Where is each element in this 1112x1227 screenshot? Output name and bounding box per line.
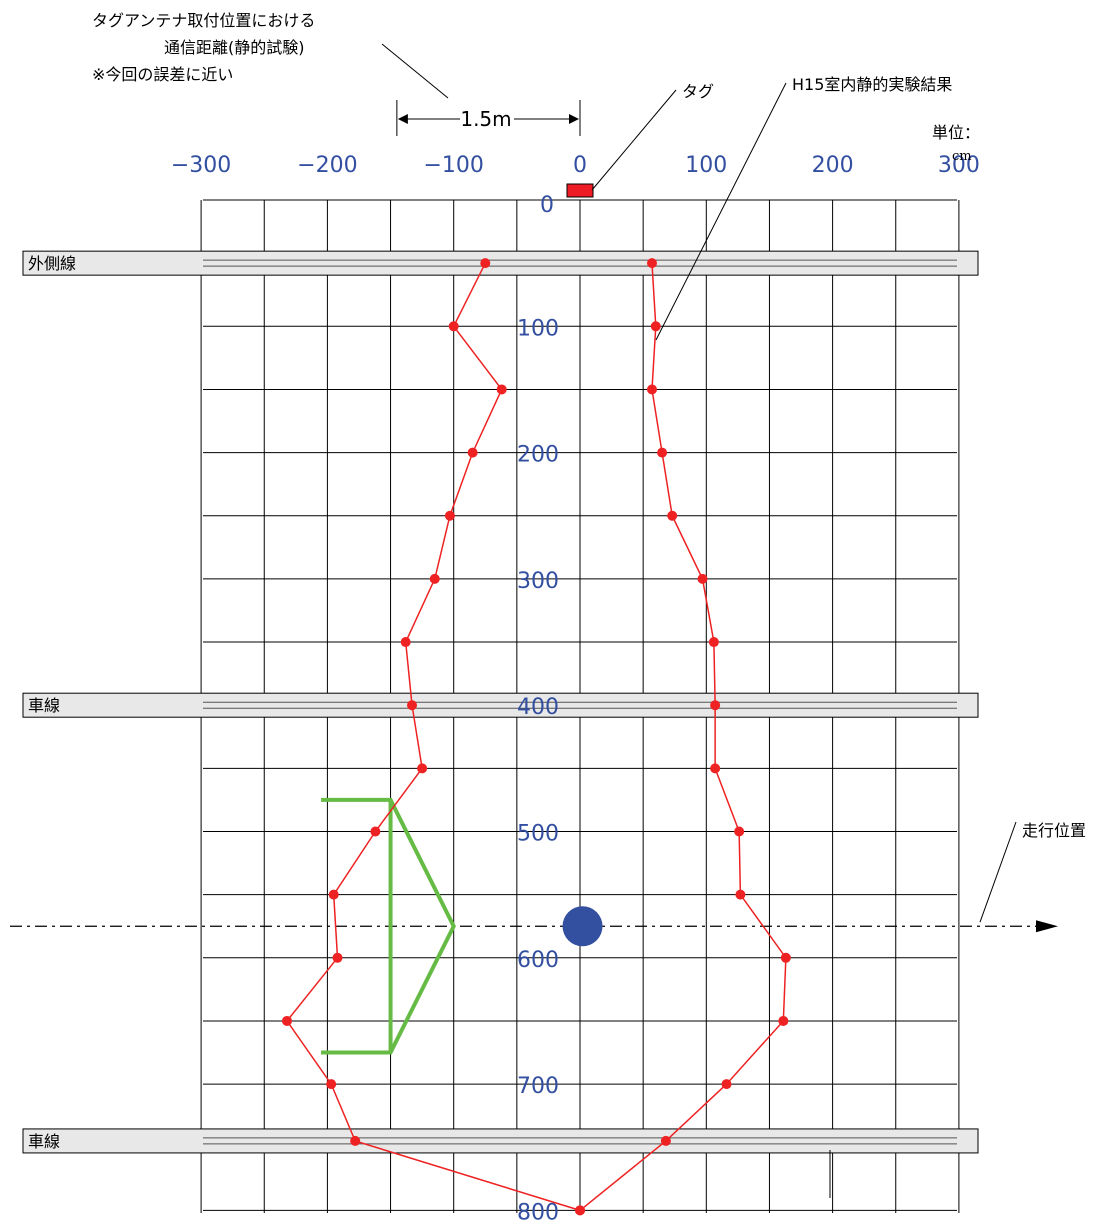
boundary-point (328, 889, 339, 900)
y-tick-label: 700 (517, 1074, 559, 1099)
y-tick-label: 0 (540, 193, 554, 218)
lane-label: 車線 (28, 1132, 60, 1151)
x-tick-label: 100 (685, 153, 727, 178)
tick-labels: −300 −200 −100 0 100 200 300 0 100 200 300 400 500 60… (171, 153, 980, 1225)
boundary-point (448, 321, 459, 332)
x-tick-label: 200 (812, 153, 854, 178)
boundary-point (667, 510, 678, 521)
y-tick-label: 500 (517, 822, 559, 847)
boundary-point (660, 1135, 671, 1146)
boundary-point (650, 321, 661, 332)
dimension-label: 1.5m (460, 107, 511, 131)
boundary-point (480, 258, 491, 269)
lane-band (22, 1128, 979, 1154)
boundary-point (710, 763, 721, 774)
note-line-2: 通信距離(静的試験) (164, 38, 305, 57)
boundary-point (708, 637, 719, 648)
antenna-range-outline (321, 797, 456, 1055)
x-tick-label: 0 (573, 153, 587, 178)
tag-label-leader (591, 89, 677, 191)
tag-marker (566, 183, 594, 198)
boundary-point (734, 826, 745, 837)
boundary-point (496, 384, 507, 395)
lane-band (22, 692, 979, 718)
annotations: タグアンテナ取付位置における 通信距離(静的試験) ※今回の誤差に近い 1.5m… (92, 11, 1086, 840)
boundary-point (400, 637, 411, 648)
travel-position-label: 走行位置 (1022, 821, 1086, 840)
boundary-point (575, 1205, 585, 1216)
dimension-arrow-right-icon (569, 114, 579, 124)
boundary-point (780, 952, 791, 963)
result-label-leader (655, 82, 787, 341)
note-line-3: ※今回の誤差に近い (92, 65, 233, 84)
dimension-arrow-left-icon (397, 114, 408, 124)
y-tick-label: 800 (517, 1200, 559, 1225)
travel-label-leader (979, 821, 1017, 923)
x-tick-label: −200 (297, 153, 357, 178)
travel-arrow-icon (1036, 920, 1058, 933)
boundary-point (350, 1135, 361, 1146)
vehicle-marker (562, 906, 603, 947)
x-tick-label: −300 (171, 153, 231, 178)
x-tick-label: 300 (938, 153, 980, 178)
boundary-left-line (286, 262, 581, 1212)
boundary-right-line (579, 263, 787, 1211)
tag-label: タグ (682, 82, 714, 101)
boundary-point (721, 1079, 732, 1090)
unit-label: 単位： cm (932, 123, 985, 164)
boundary-point (778, 1015, 789, 1026)
boundary-point (646, 384, 657, 395)
y-tick-label: 400 (517, 695, 559, 720)
series (10, 43, 1058, 1216)
boundary-point (326, 1079, 337, 1090)
note-leader (381, 43, 449, 99)
boundary-point (646, 258, 657, 269)
boundary-point (697, 573, 708, 584)
y-tick-label: 100 (517, 316, 559, 341)
lane-band (22, 250, 979, 276)
y-tick-label: 600 (517, 948, 559, 973)
x-tick-label: −100 (423, 153, 483, 178)
boundary-point (370, 826, 381, 837)
boundary-point (407, 700, 418, 711)
y-tick-label: 300 (517, 569, 559, 594)
boundary-point (281, 1015, 292, 1026)
result-label: H15室内静的実験結果 (792, 75, 952, 94)
boundary-point (417, 763, 428, 774)
lane-label: 外側線 (28, 254, 76, 273)
boundary-point (429, 573, 440, 584)
boundary-point (657, 447, 668, 458)
boundary-point (332, 952, 343, 963)
y-tick-label: 200 (517, 443, 559, 468)
lane-label: 車線 (28, 696, 60, 715)
boundary-point (444, 510, 455, 521)
boundary-point (467, 447, 478, 458)
boundary-point (710, 700, 721, 711)
note-line-1: タグアンテナ取付位置における (92, 11, 315, 30)
boundary-point (735, 889, 746, 900)
